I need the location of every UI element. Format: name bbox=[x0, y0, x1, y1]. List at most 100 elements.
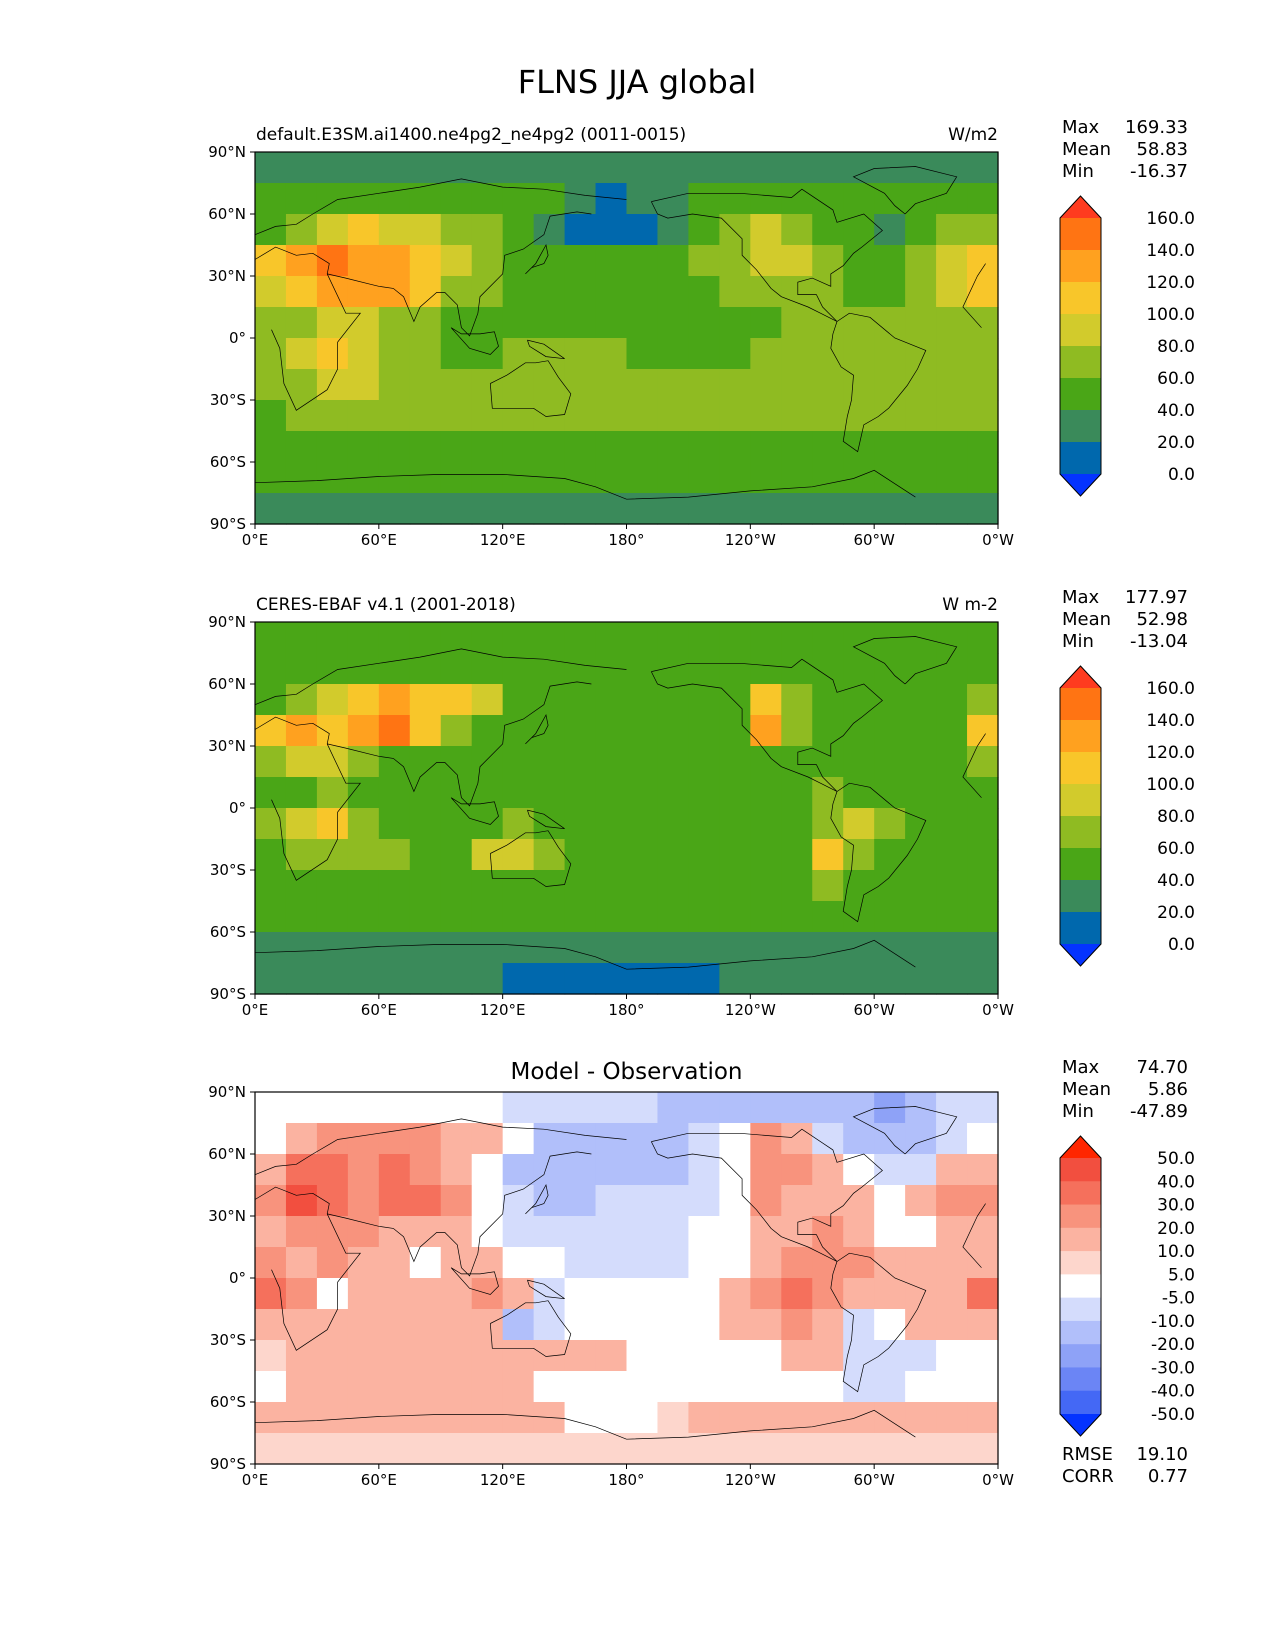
heatmap-cell bbox=[936, 1185, 968, 1217]
heatmap-cell bbox=[812, 1371, 844, 1403]
heatmap-cell bbox=[533, 1185, 566, 1217]
heatmap-cell bbox=[874, 808, 906, 840]
heatmap-cell bbox=[688, 839, 720, 871]
heatmap-cell bbox=[874, 1278, 906, 1310]
stat-label-mean: Mean bbox=[1062, 1079, 1111, 1100]
heatmap-cell bbox=[378, 1309, 411, 1341]
stat-label-rmse: RMSE bbox=[1062, 1444, 1113, 1465]
heatmap-cell bbox=[564, 400, 597, 432]
heatmap-cell bbox=[657, 338, 690, 370]
heatmap-cell bbox=[409, 1433, 442, 1465]
heatmap-cell bbox=[347, 839, 380, 871]
heatmap-cell bbox=[657, 870, 690, 902]
colorbar-extend-min bbox=[1060, 944, 1101, 966]
heatmap-cell bbox=[750, 431, 782, 463]
y-tick-label: 0° bbox=[229, 1269, 246, 1287]
heatmap-cell bbox=[626, 1309, 659, 1341]
heatmap-cell bbox=[936, 777, 968, 809]
heatmap-cell bbox=[967, 493, 999, 525]
heatmap-cell bbox=[285, 1340, 318, 1372]
stat-value-max: 74.70 bbox=[1136, 1057, 1188, 1078]
heatmap-cell bbox=[440, 870, 473, 902]
heatmap-cell bbox=[471, 653, 504, 685]
heatmap-cell bbox=[564, 622, 597, 654]
heatmap-cell bbox=[564, 338, 597, 370]
heatmap-cell bbox=[595, 1185, 628, 1217]
heatmap-cell bbox=[719, 338, 751, 370]
heatmap-cell bbox=[750, 746, 782, 778]
heatmap-cell bbox=[440, 839, 473, 871]
heatmap-cell bbox=[843, 715, 875, 747]
heatmap-cell bbox=[688, 1278, 720, 1310]
heatmap-cell bbox=[502, 400, 535, 432]
heatmap-cell bbox=[347, 746, 380, 778]
heatmap-cell bbox=[719, 963, 751, 995]
heatmap-cell bbox=[657, 462, 690, 494]
heatmap-cell bbox=[378, 839, 411, 871]
heatmap-cell bbox=[781, 715, 813, 747]
heatmap-cell bbox=[812, 245, 844, 277]
heatmap-cell bbox=[533, 1433, 566, 1465]
heatmap-cell bbox=[657, 1340, 690, 1372]
heatmap-cell bbox=[564, 1123, 597, 1155]
colorbar-label: 60.0 bbox=[1157, 369, 1195, 389]
heatmap-cell bbox=[471, 400, 504, 432]
heatmap-cell bbox=[285, 1154, 318, 1186]
colorbar-band bbox=[1060, 1367, 1101, 1392]
heatmap-cell bbox=[378, 1092, 411, 1124]
coastline bbox=[254, 944, 627, 970]
heatmap-cell bbox=[626, 307, 659, 339]
heatmap-cell bbox=[471, 1402, 504, 1434]
heatmap-cell bbox=[626, 1123, 659, 1155]
heatmap-cell bbox=[967, 653, 999, 685]
y-tick-label: 60°N bbox=[208, 205, 246, 223]
coastline bbox=[525, 244, 549, 275]
heatmap-cell bbox=[409, 152, 442, 184]
heatmap-cell bbox=[719, 245, 751, 277]
heatmap-cell bbox=[285, 1278, 318, 1310]
heatmap-cell bbox=[316, 777, 349, 809]
heatmap-cell bbox=[564, 777, 597, 809]
heatmap-cell bbox=[502, 684, 535, 716]
heatmap-cell bbox=[255, 338, 287, 370]
heatmap-cell bbox=[812, 870, 844, 902]
heatmap-cell bbox=[285, 1433, 318, 1465]
heatmap-cell bbox=[378, 431, 411, 463]
heatmap-cell bbox=[626, 808, 659, 840]
heatmap-cell bbox=[750, 1185, 782, 1217]
heatmap-cell bbox=[502, 839, 535, 871]
heatmap-cell bbox=[595, 1247, 628, 1279]
colorbar-band bbox=[1060, 1227, 1101, 1252]
heatmap-cell bbox=[905, 870, 937, 902]
heatmap-cell bbox=[316, 839, 349, 871]
heatmap-cell bbox=[812, 493, 844, 525]
heatmap-cell bbox=[502, 870, 535, 902]
heatmap-cell bbox=[316, 276, 349, 308]
heatmap-cell bbox=[316, 245, 349, 277]
colorbar-label: -10.0 bbox=[1151, 1312, 1195, 1332]
heatmap-cell bbox=[378, 1185, 411, 1217]
heatmap-cell bbox=[564, 431, 597, 463]
coastline bbox=[626, 939, 916, 970]
heatmap-cell bbox=[564, 152, 597, 184]
heatmap-cell bbox=[719, 369, 751, 401]
heatmap-cell bbox=[564, 870, 597, 902]
heatmap-cell bbox=[533, 1309, 566, 1341]
heatmap-cell bbox=[688, 1371, 720, 1403]
heatmap-cell bbox=[843, 183, 875, 215]
heatmap-cell bbox=[688, 369, 720, 401]
heatmap-cell bbox=[347, 400, 380, 432]
heatmap-cell bbox=[285, 963, 318, 995]
heatmap-cell bbox=[812, 746, 844, 778]
heatmap-cell bbox=[285, 431, 318, 463]
heatmap-cell bbox=[781, 1092, 813, 1124]
colorbar-band bbox=[1060, 1274, 1101, 1299]
coastline bbox=[525, 1184, 549, 1215]
heatmap-cell bbox=[316, 932, 349, 964]
heatmap-cell bbox=[874, 839, 906, 871]
colorbar-label: 40.0 bbox=[1157, 871, 1195, 891]
heatmap-cell bbox=[595, 777, 628, 809]
heatmap-cell bbox=[347, 183, 380, 215]
heatmap-cell bbox=[781, 1340, 813, 1372]
heatmap-cell bbox=[378, 684, 411, 716]
